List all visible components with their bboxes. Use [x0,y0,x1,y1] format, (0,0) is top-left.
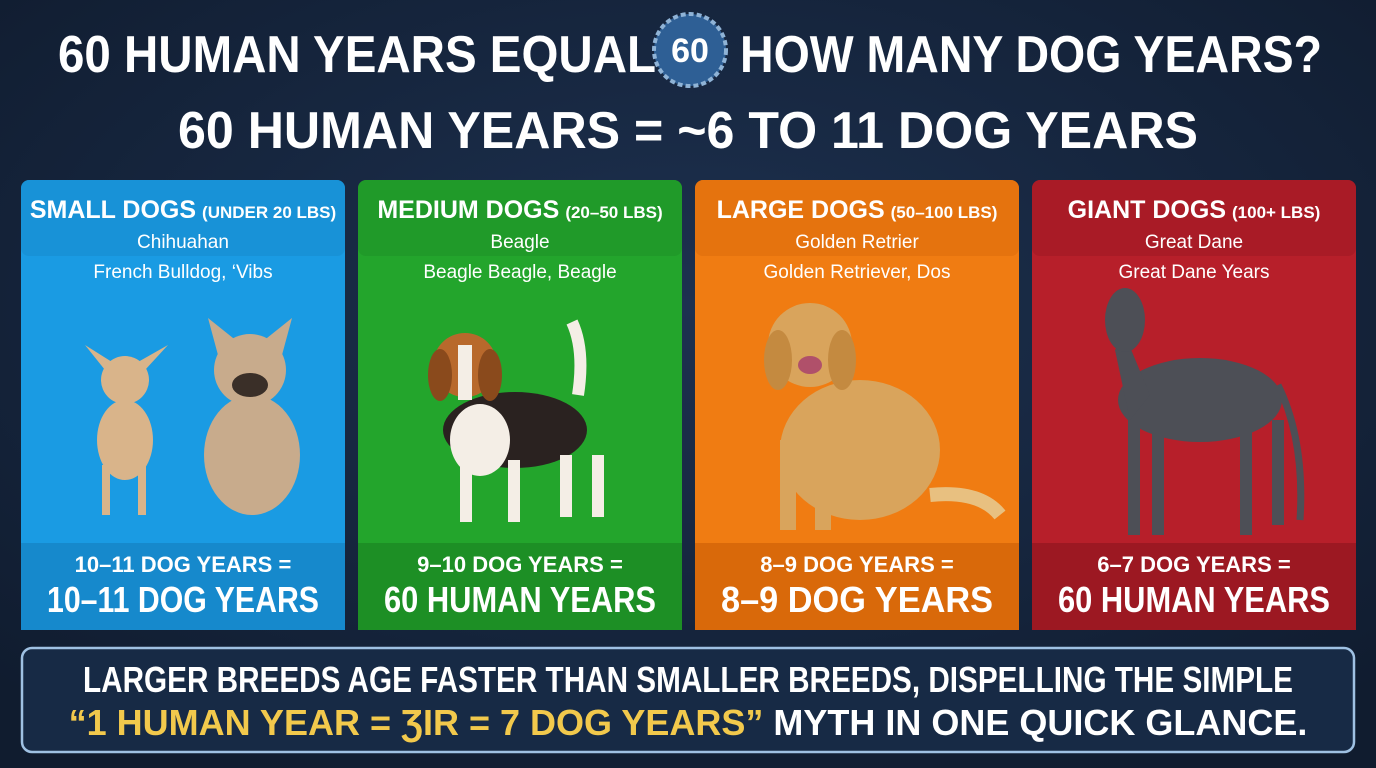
footer-quote: “1 HUMAN YEAR = ƷIR = 7 DOG YEARS” [69,702,764,743]
card-breed: Chihuahan [137,232,229,253]
card-result-small: 6–7 DOG YEARS = [1097,552,1290,577]
card-breed: Golden Retrier [795,232,919,253]
card-footer-band [695,543,1019,630]
card-result-large: 60 HUMAN YEARS [1058,579,1330,620]
badge [652,12,728,88]
card-result-small: 10–11 DOG YEARS = [75,552,292,577]
subtitle: 60 HUMAN YEARS = ~6 TO 11 DOG YEARS [178,102,1198,160]
card-footer-band [1032,543,1356,630]
dog-beagle [428,319,604,522]
footer-box [20,646,1356,754]
card [21,180,345,630]
title-right: HOW MANY DOG YEARS? [740,26,1322,84]
dog-golden-retriever [764,303,1006,530]
dog-illustrations [85,288,1305,535]
card-result-large: 10–11 DOG YEARS [47,579,319,620]
card-header-band [21,180,345,256]
card-examples: French Bulldog, ‘Vibs [93,262,272,283]
footer-line2: “1 HUMAN YEAR = ƷIR = 7 DOG YEARS” MYTH I… [69,702,1308,743]
card-examples: Great Dane Years [1118,262,1269,283]
card-heading: SMALL DOGS (UNDER 20 LBS) [30,196,336,224]
card-heading-name: LARGE DOGS [717,196,885,224]
dog-french-bulldog [204,318,300,515]
title-left: 60 HUMAN YEARS EQUAL [58,26,656,84]
footer-line1: LARGER BREEDS AGE FASTER THAN SMALLER BR… [83,659,1293,700]
card-examples: Golden Retriever, Dos [764,262,951,283]
card-heading-name: MEDIUM DOGS [377,196,559,224]
card-header-band [1032,180,1356,256]
card-result-large: 60 HUMAN YEARS [384,579,656,620]
footer-rest: MYTH IN ONE QUICK GLANCE. [773,702,1307,743]
card-heading-name: SMALL DOGS [30,196,196,224]
card-result-small: 9–10 DOG YEARS = [417,552,623,577]
dog-great-dane [1105,288,1305,535]
card-heading-weight: (100+ LBS) [1232,203,1320,222]
card-breed: Beagle [490,232,549,253]
card-footer-band [21,543,345,630]
card-examples: Beagle Beagle, Beagle [423,262,616,283]
card-heading-weight: (20–50 LBS) [565,203,662,222]
card-footer-band [358,543,682,630]
card-breed: Great Dane [1145,232,1243,253]
card-heading-name: GIANT DOGS [1068,196,1226,224]
card-result-large: 8–9 DOG YEARS [721,579,993,620]
card-heading: MEDIUM DOGS (20–50 LBS) [377,196,662,224]
card-heading: GIANT DOGS (100+ LBS) [1068,196,1321,224]
card-heading-weight: (50–100 LBS) [891,203,998,222]
card-heading-weight: (UNDER 20 LBS) [202,203,336,222]
card-header-band [358,180,682,256]
badge-text: 60 [671,32,709,70]
dog-chihuahua [85,345,168,515]
card-header-band [695,180,1019,256]
card-heading: LARGE DOGS (50–100 LBS) [717,196,998,224]
card-result-small: 8–9 DOG YEARS = [760,552,953,577]
